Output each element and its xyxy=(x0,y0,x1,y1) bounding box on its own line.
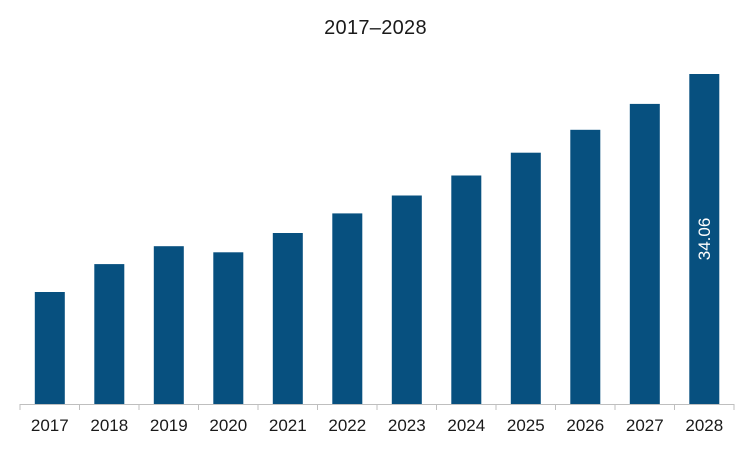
bar-2022 xyxy=(332,213,363,404)
bar-2026 xyxy=(570,129,601,405)
bar-2023 xyxy=(391,195,422,404)
x-tick-label-2021: 2021 xyxy=(269,416,307,435)
bar-2019 xyxy=(153,246,184,404)
x-tick-label-2025: 2025 xyxy=(507,416,545,435)
x-tick-label-2018: 2018 xyxy=(90,416,128,435)
x-tick-label-2017: 2017 xyxy=(31,416,69,435)
bars-group xyxy=(34,74,720,405)
x-tick-label-2027: 2027 xyxy=(626,416,664,435)
bar-2027 xyxy=(629,103,660,405)
x-tick-label-2023: 2023 xyxy=(388,416,426,435)
x-tick-labels: 2017 2018 2019 2020 2021 2022 2023 2024 2025 2026… xyxy=(31,416,723,435)
bar-2017 xyxy=(34,292,65,404)
x-axis xyxy=(19,404,735,410)
bar-2018 xyxy=(94,264,125,404)
bar-2021 xyxy=(272,233,303,404)
x-tick-label-2028: 2028 xyxy=(685,416,723,435)
bar-2024 xyxy=(451,175,482,404)
x-tick-label-2022: 2022 xyxy=(328,416,366,435)
x-tick-label-2020: 2020 xyxy=(209,416,247,435)
x-tick-label-2019: 2019 xyxy=(150,416,188,435)
data-label-2028: 34.06 xyxy=(695,218,714,261)
bar-2020 xyxy=(213,252,244,404)
bar-2025 xyxy=(510,152,541,404)
chart-title: 2017–2028 xyxy=(324,17,427,39)
x-tick-label-2026: 2026 xyxy=(566,416,604,435)
data-labels: 34.06 xyxy=(695,218,714,261)
bar-2028 xyxy=(689,74,720,404)
x-tick-label-2024: 2024 xyxy=(447,416,485,435)
